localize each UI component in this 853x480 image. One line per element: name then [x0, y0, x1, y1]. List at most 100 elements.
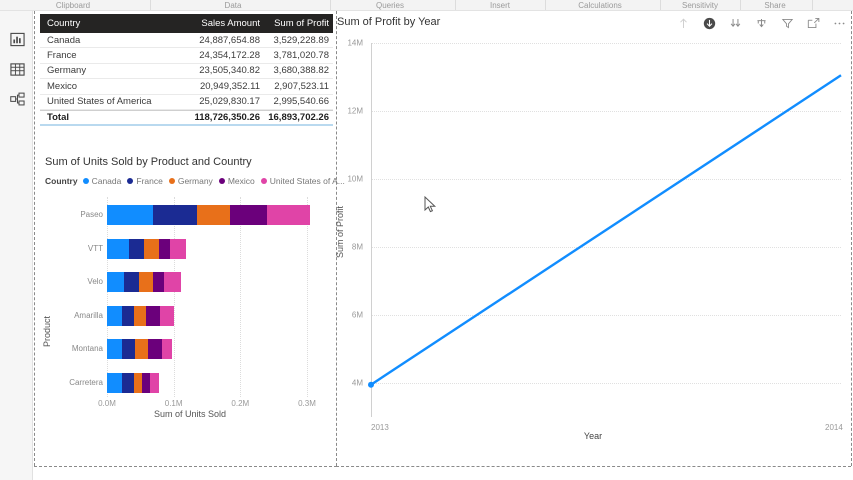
bar-segment[interactable]: [152, 272, 164, 292]
bar-x-tick-label: 0.2M: [231, 399, 250, 408]
legend-item[interactable]: France: [127, 176, 163, 186]
table-row[interactable]: Germany 23,505,340.82 3,680,388.82: [40, 64, 333, 80]
table-visual[interactable]: Country Sales Amount Sum of Profit Canad…: [40, 14, 333, 126]
drill-up-icon[interactable]: [676, 16, 691, 31]
ribbon-group-data[interactable]: Data: [224, 1, 242, 10]
bar-segment[interactable]: [158, 238, 170, 259]
bar-segment[interactable]: [143, 238, 159, 259]
line-chart-visual[interactable]: Sum of Profit by Year: [333, 11, 853, 473]
bar-segment[interactable]: [107, 238, 129, 259]
bar-segment[interactable]: [122, 305, 134, 326]
model-relationships-icon: [9, 92, 25, 107]
bar-x-tick-label: 0.1M: [164, 399, 183, 408]
bar-segment[interactable]: [107, 305, 123, 326]
cell-sum-of-profit: 3,781,020.78: [273, 50, 329, 62]
sidebar-item-data-view[interactable]: [5, 57, 29, 81]
bar-segment[interactable]: [133, 305, 146, 326]
cell-sales-amount: 23,505,340.82: [199, 65, 260, 77]
bar-segment[interactable]: [122, 339, 135, 359]
bar-stack[interactable]: [107, 372, 160, 393]
bar-segment[interactable]: [122, 372, 135, 393]
bar-segment[interactable]: [123, 272, 139, 292]
bar-segment[interactable]: [196, 205, 231, 225]
column-header-country[interactable]: Country: [47, 18, 81, 29]
legend-item[interactable]: Mexico: [218, 176, 255, 186]
bar-chart-legend: Country Canada France Germany Mexico United …: [45, 176, 351, 186]
ribbon-group-insert[interactable]: Insert: [489, 1, 511, 10]
ribbon-group-share[interactable]: Share: [764, 1, 786, 10]
line-y-tick-label: 12M: [347, 106, 363, 116]
bar-stack[interactable]: [107, 339, 172, 359]
drill-down-toggle-icon[interactable]: [702, 16, 717, 31]
cell-country: Mexico: [47, 80, 78, 92]
legend-item[interactable]: Germany: [168, 176, 213, 186]
sidebar-item-report-view[interactable]: [5, 27, 29, 51]
bar-segment[interactable]: [150, 372, 160, 393]
legend-label: Canada: [91, 176, 122, 186]
bar-segment[interactable]: [145, 305, 160, 326]
bar-segment[interactable]: [163, 272, 181, 292]
bar-segment[interactable]: [107, 205, 153, 225]
bar-segment[interactable]: [147, 339, 163, 359]
table-row[interactable]: Canada 24,887,654.88 3,529,228.89: [40, 33, 333, 49]
legend-item[interactable]: Canada: [82, 176, 122, 186]
line-chart-y-axis: [371, 43, 372, 417]
bar-segment[interactable]: [141, 372, 151, 393]
bar-segment[interactable]: [159, 305, 175, 326]
ribbon-group-clipboard[interactable]: Clipboard: [55, 1, 91, 10]
expand-all-icon[interactable]: [754, 16, 769, 31]
bar-segment[interactable]: [153, 205, 197, 225]
bar-segment[interactable]: [107, 272, 124, 292]
more-options-icon[interactable]: [832, 16, 847, 31]
column-header-sales-amount[interactable]: Sales Amount: [201, 18, 260, 29]
ribbon-group-sensitivity[interactable]: Sensitivity: [681, 1, 719, 10]
bar-segment[interactable]: [134, 339, 148, 359]
cell-country: France: [47, 50, 77, 62]
bar-segment[interactable]: [128, 238, 144, 259]
legend-swatch-icon: [127, 178, 134, 184]
view-switcher-rail: [0, 11, 33, 480]
table-icon: [9, 62, 25, 77]
bar-segment[interactable]: [107, 339, 123, 359]
ribbon-separator: [330, 0, 331, 10]
bar-segment[interactable]: [134, 372, 142, 393]
cell-sales-amount: 24,887,654.88: [199, 34, 260, 46]
stacked-bar-chart-visual[interactable]: Sum of Units Sold by Product and Country…: [40, 151, 345, 473]
bar-stack[interactable]: [107, 205, 311, 225]
selection-border-bottom-right: [336, 466, 851, 467]
cell-country: United States of America: [47, 96, 152, 108]
bar-stack[interactable]: [107, 238, 186, 259]
gridline: [371, 179, 841, 180]
bar-x-tick-label: 0.0M: [98, 399, 116, 408]
bar-stack[interactable]: [107, 272, 181, 292]
cell-country: Canada: [47, 34, 81, 46]
legend-swatch-icon: [260, 178, 267, 184]
table-row[interactable]: Mexico 20,949,352.11 2,907,523.11: [40, 79, 333, 95]
ribbon-group-calculations[interactable]: Calculations: [578, 1, 622, 10]
bar-segment[interactable]: [266, 205, 311, 225]
table-row[interactable]: United States of America 25,029,830.17 2,9…: [40, 95, 333, 110]
column-header-sum-of-profit[interactable]: Sum of Profit: [274, 18, 329, 29]
bar-x-tick-label: 0.3M: [298, 399, 316, 408]
gridline: [240, 197, 242, 397]
legend-item[interactable]: United States of A...: [260, 176, 345, 186]
cell-sales-amount: 25,029,830.17: [199, 96, 260, 108]
bar-segment[interactable]: [162, 339, 172, 359]
focus-mode-icon[interactable]: [806, 16, 821, 31]
table-total-row: Total 118,726,350.26 16,893,702.26: [40, 109, 333, 126]
bar-segment[interactable]: [230, 205, 267, 225]
bar-chart-y-axis-label: Product: [42, 315, 52, 347]
bar-chart-plot-area: Product Paseo VTT Velo Amarilla Montana Carre…: [40, 197, 340, 429]
line-chart-title: Sum of Profit by Year: [337, 16, 441, 28]
bar-segment[interactable]: [107, 372, 123, 393]
bar-category-label: Velo: [87, 277, 103, 286]
filter-icon[interactable]: [780, 16, 795, 31]
expand-next-level-icon[interactable]: [728, 16, 743, 31]
bar-segment[interactable]: [138, 272, 153, 292]
ribbon-group-queries[interactable]: Queries: [375, 1, 405, 10]
table-row[interactable]: France 24,354,172.28 3,781,020.78: [40, 48, 333, 64]
table-body: Canada 24,887,654.88 3,529,228.89 France 24,…: [40, 33, 333, 110]
bar-stack[interactable]: [107, 305, 175, 326]
bar-segment[interactable]: [169, 238, 186, 259]
sidebar-item-model-view[interactable]: [5, 87, 29, 111]
